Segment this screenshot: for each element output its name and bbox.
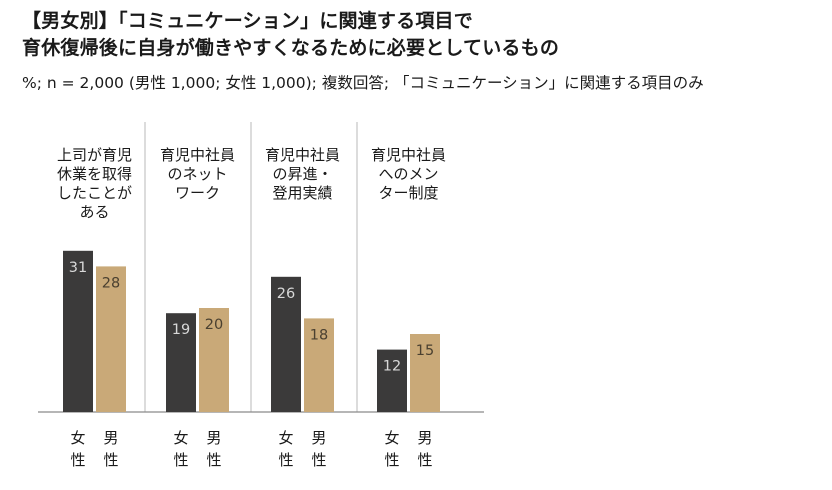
data-label-female-4: 12 bbox=[383, 359, 401, 375]
data-label-female-3: 26 bbox=[277, 286, 295, 302]
chart-title: 【男女別】「コミュニケーション」に関連する項目で 育休復帰後に自身が働きやすくな… bbox=[22, 8, 559, 62]
series-label-female-1: 女性 bbox=[70, 429, 86, 469]
bar-male-1 bbox=[96, 266, 126, 412]
bar-male-2 bbox=[199, 308, 229, 412]
bar-female-3 bbox=[271, 276, 301, 412]
bar-male-3 bbox=[304, 318, 334, 412]
category-label-4: 育児中社員 へのメン ター制度 bbox=[370, 146, 446, 202]
bar-female-1 bbox=[63, 250, 93, 412]
series-label-male-4: 男性 bbox=[417, 429, 433, 469]
data-label-female-1: 31 bbox=[69, 260, 87, 276]
series-label-female-4: 女性 bbox=[384, 429, 400, 469]
series-label-male-1: 男性 bbox=[103, 429, 119, 469]
chart-title-line-1: 【男女別】「コミュニケーション」に関連する項目で bbox=[22, 10, 473, 32]
data-label-male-1: 28 bbox=[102, 275, 120, 291]
data-label-male-4: 15 bbox=[416, 343, 434, 359]
category-label-2: 育児中社員 のネット ワーク bbox=[159, 146, 235, 202]
category-label-3: 育児中社員 の昇進・ 登用実績 bbox=[264, 146, 340, 202]
data-label-female-2: 19 bbox=[172, 322, 190, 338]
chart-subtitle: %; n = 2,000 (男性 1,000; 女性 1,000); 複数回答;… bbox=[22, 74, 704, 92]
bar-male-4 bbox=[410, 334, 440, 412]
bar-female-4 bbox=[377, 349, 407, 412]
series-label-male-2: 男性 bbox=[206, 429, 222, 469]
series-label-female-3: 女性 bbox=[278, 429, 294, 469]
data-label-male-3: 18 bbox=[310, 327, 328, 343]
series-label-female-2: 女性 bbox=[173, 429, 189, 469]
chart-title-line-2: 育休復帰後に自身が働きやすくなるために必要としているもの bbox=[22, 37, 560, 59]
bar-female-2 bbox=[166, 313, 196, 412]
data-label-male-2: 20 bbox=[205, 317, 223, 333]
series-label-male-3: 男性 bbox=[311, 429, 327, 469]
category-label-1: 上司が育児 休業を取得 したことが ある bbox=[56, 146, 132, 221]
